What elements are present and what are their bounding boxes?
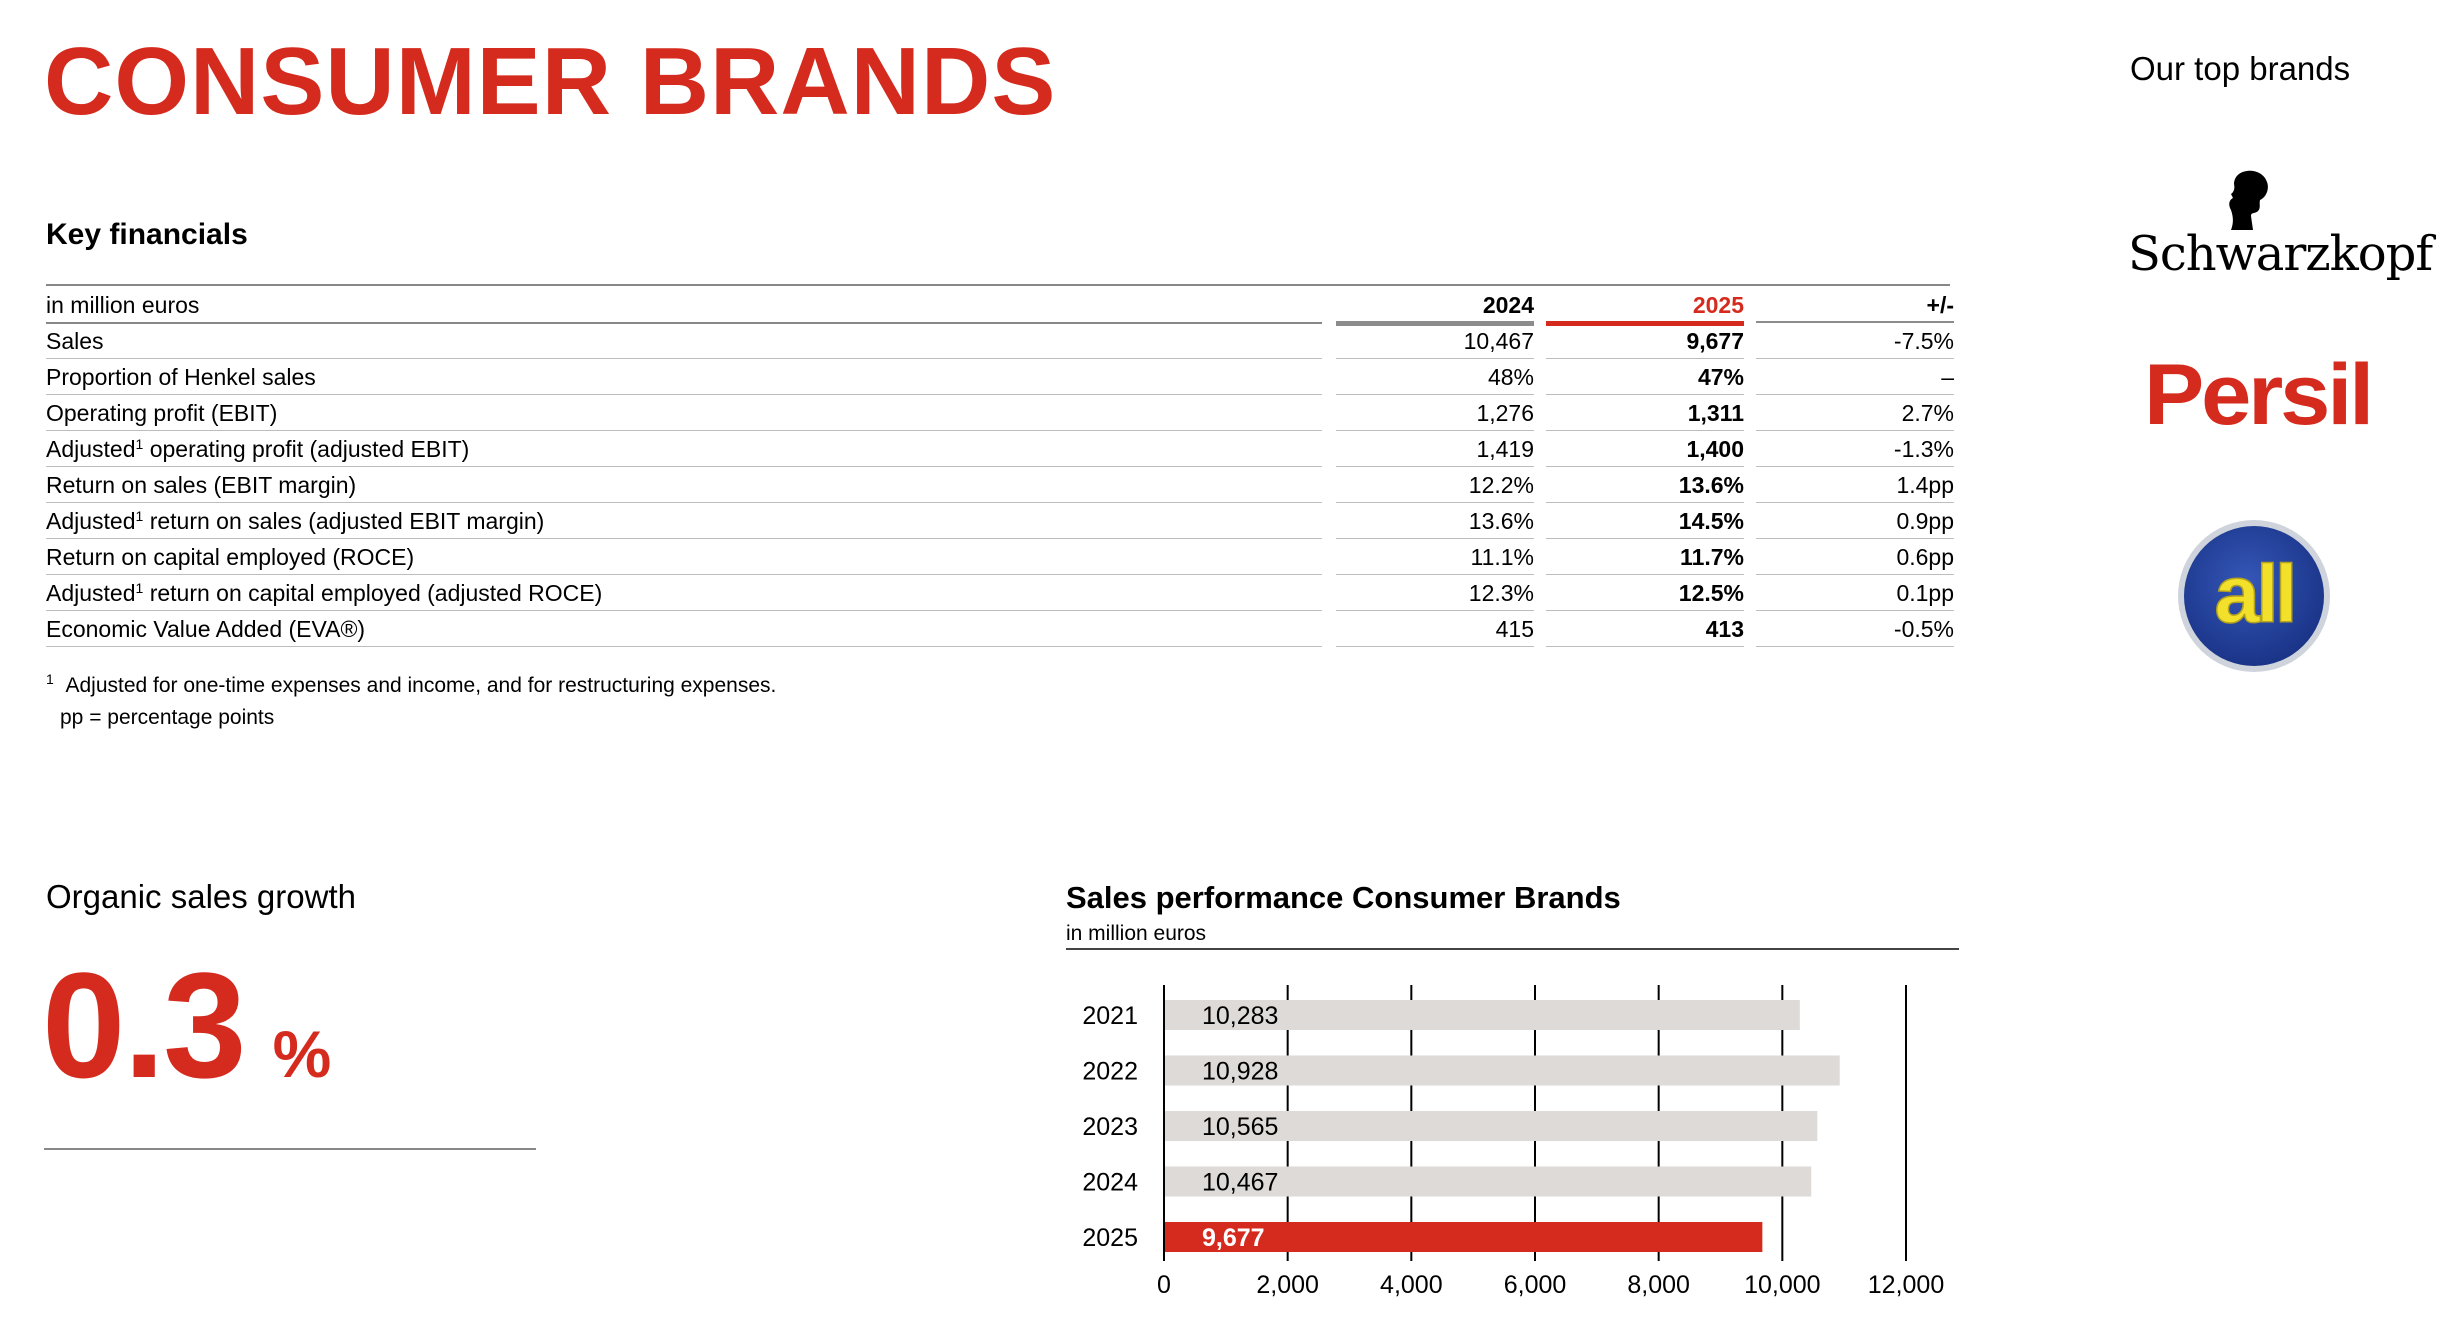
organic-growth-title: Organic sales growth [46, 878, 356, 915]
footnote-pp: pp = percentage points [60, 706, 275, 729]
organic-growth-rule [44, 1148, 536, 1150]
value-change: 1.4pp [1756, 468, 1954, 503]
x-tick-label: 8,000 [1627, 1271, 1690, 1299]
organic-growth-value: 0.3 % [42, 941, 332, 1109]
value-2024: 415 [1336, 612, 1534, 647]
category-label: 2023 [1082, 1113, 1138, 1141]
category-label: 2021 [1082, 1002, 1138, 1030]
table-row: Operating profit (EBIT) 1,276 1,311 2.7% [46, 396, 1954, 432]
key-financials-table: in million euros 2024 2025 +/- Sales 10,4… [46, 284, 1954, 648]
bar-2021 [1164, 1000, 1800, 1030]
x-tick-label: 4,000 [1380, 1271, 1443, 1299]
value-2024: 1,419 [1336, 432, 1534, 467]
row-label: Operating profit (EBIT) [46, 396, 1322, 431]
persil-logo: Persil [2144, 347, 2374, 443]
footnote-marker: 1 [135, 508, 144, 524]
value-2024: 13.6% [1336, 504, 1534, 539]
all-wordmark: all [2214, 549, 2293, 640]
category-label: 2025 [1082, 1224, 1138, 1252]
table-unit-label: in million euros [46, 288, 1322, 324]
sales-chart-title: Sales performance Consumer Brands [1066, 880, 1621, 915]
page-title: CONSUMER BRANDS [44, 28, 1057, 135]
value-label: 10,565 [1202, 1113, 1278, 1141]
value-change: -0.5% [1756, 612, 1954, 647]
column-header-change: +/- [1756, 288, 1954, 323]
schwarzkopf-logo: Schwarzkopf [2120, 170, 2433, 290]
row-label: Adjusted1 operating profit (adjusted EBI… [46, 432, 1322, 467]
value-change: 2.7% [1756, 396, 1954, 431]
value-2025: 1,311 [1546, 396, 1744, 431]
value-change: 0.9pp [1756, 504, 1954, 539]
table-header-row: in million euros 2024 2025 +/- [46, 288, 1954, 326]
bar-2022 [1164, 1055, 1840, 1086]
footnote-adjusted: 1 Adjusted for one-time expenses and inc… [46, 671, 777, 697]
table-row: Proportion of Henkel sales 48% 47% – [46, 360, 1954, 396]
table-row: Economic Value Added (EVA®) 415 413 -0.5% [46, 612, 1954, 648]
x-tick-label: 0 [1157, 1271, 1171, 1299]
footnote-marker: 1 [135, 436, 144, 452]
value-2024: 48% [1336, 360, 1534, 395]
row-label: Return on sales (EBIT margin) [46, 468, 1322, 503]
row-label: Proportion of Henkel sales [46, 360, 1322, 395]
column-header-2024: 2024 [1336, 288, 1534, 326]
footnote-marker: 1 [135, 580, 144, 596]
sales-chart-subtitle: in million euros [1066, 922, 1207, 945]
x-tick-label: 6,000 [1504, 1271, 1567, 1299]
x-tick-label: 10,000 [1744, 1271, 1820, 1299]
bar-2025 [1164, 1222, 1763, 1252]
category-label: 2024 [1082, 1169, 1138, 1197]
key-financials-title: Key financials [46, 218, 248, 251]
table-row: Return on capital employed (ROCE) 11.1% 11… [46, 540, 1954, 576]
value-label: 9,677 [1202, 1224, 1265, 1252]
row-label: Return on capital employed (ROCE) [46, 540, 1322, 575]
value-label: 10,928 [1202, 1058, 1278, 1086]
value-change: – [1756, 360, 1954, 395]
row-label: Economic Value Added (EVA®) [46, 612, 1322, 647]
row-label: Sales [46, 324, 1322, 359]
top-brands-title: Our top brands [2130, 50, 2351, 87]
value-2025: 11.7% [1546, 540, 1744, 575]
value-change: 0.6pp [1756, 540, 1954, 575]
value-change: -1.3% [1756, 432, 1954, 467]
row-label: Adjusted1 return on capital employed (ad… [46, 576, 1322, 611]
value-2025: 413 [1546, 612, 1744, 647]
bar-2024 [1164, 1166, 1812, 1197]
value-2024: 1,276 [1336, 396, 1534, 431]
value-2024: 11.1% [1336, 540, 1534, 575]
value-2025: 9,677 [1546, 324, 1744, 359]
table-row: Adjusted1 return on capital employed (ad… [46, 576, 1954, 612]
row-label: Adjusted1 return on sales (adjusted EBIT… [46, 504, 1322, 539]
schwarzkopf-wordmark: Schwarzkopf [2128, 226, 2433, 282]
value-2025: 14.5% [1546, 504, 1744, 539]
value-2024: 12.3% [1336, 576, 1534, 611]
value-2024: 10,467 [1336, 324, 1534, 359]
value-label: 10,467 [1202, 1169, 1278, 1197]
category-label: 2022 [1082, 1058, 1138, 1086]
organic-growth-unit: % [272, 1017, 332, 1091]
value-2024: 12.2% [1336, 468, 1534, 503]
value-change: -7.5% [1756, 324, 1954, 359]
table-footnote: 1 Adjusted for one-time expenses and inc… [46, 670, 776, 734]
sales-chart: 2021 10,283 2022 10,928 2023 10,565 2024 10,467… [1082, 985, 1944, 1299]
schwarzkopf-silhouette-icon [2229, 170, 2268, 230]
all-logo: all [2178, 520, 2330, 672]
value-label: 10,283 [1202, 1002, 1278, 1030]
x-tick-label: 2,000 [1256, 1271, 1319, 1299]
table-row: Sales 10,467 9,677 -7.5% [46, 324, 1954, 360]
table-row: Adjusted1 operating profit (adjusted EBI… [46, 432, 1954, 468]
value-change: 0.1pp [1756, 576, 1954, 611]
value-2025: 47% [1546, 360, 1744, 395]
table-row: Return on sales (EBIT margin) 12.2% 13.6% 1… [46, 468, 1954, 504]
value-2025: 12.5% [1546, 576, 1744, 611]
bar-2023 [1164, 1111, 1818, 1141]
column-header-2025: 2025 [1546, 288, 1744, 326]
table-top-rule [46, 284, 1950, 286]
value-2025: 1,400 [1546, 432, 1744, 467]
value-2025: 13.6% [1546, 468, 1744, 503]
table-row: Adjusted1 return on sales (adjusted EBIT… [46, 504, 1954, 540]
sales-chart-rule [1066, 948, 1959, 950]
x-tick-label: 12,000 [1868, 1271, 1944, 1299]
